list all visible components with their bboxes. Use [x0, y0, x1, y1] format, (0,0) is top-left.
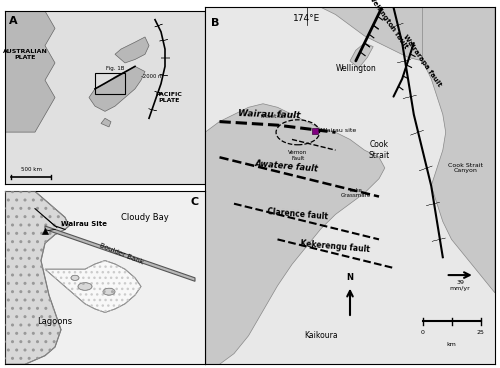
Text: Wairau site: Wairau site [321, 128, 356, 133]
Text: Cook
Strait: Cook Strait [368, 141, 390, 160]
Text: 174°E: 174°E [293, 14, 320, 22]
Polygon shape [397, 60, 411, 63]
Polygon shape [160, 74, 168, 76]
Polygon shape [426, 202, 440, 206]
Polygon shape [115, 37, 149, 63]
Polygon shape [390, 23, 404, 28]
Polygon shape [154, 91, 163, 93]
Text: 25: 25 [476, 330, 484, 335]
Text: 0: 0 [420, 330, 424, 335]
Polygon shape [45, 226, 195, 281]
Ellipse shape [78, 283, 92, 290]
Text: 500 km: 500 km [20, 167, 42, 172]
Text: km: km [446, 343, 456, 347]
Polygon shape [410, 130, 424, 135]
Polygon shape [5, 191, 69, 364]
Text: Wairau fault: Wairau fault [238, 109, 300, 120]
Polygon shape [350, 43, 373, 68]
Text: Wellington: Wellington [336, 64, 376, 72]
Text: Wairarapa fault: Wairarapa fault [402, 34, 442, 88]
Polygon shape [419, 166, 432, 171]
Text: Kekerengu fault: Kekerengu fault [300, 239, 370, 254]
Ellipse shape [103, 288, 115, 295]
Polygon shape [89, 66, 145, 112]
Text: B: B [211, 18, 219, 28]
Ellipse shape [71, 275, 79, 280]
Text: 39
mm/yr: 39 mm/yr [450, 280, 470, 291]
Polygon shape [422, 7, 495, 293]
Text: Inset C: Inset C [261, 114, 282, 119]
Text: Boulder Bank: Boulder Bank [98, 242, 144, 265]
Text: Kaikoura: Kaikoura [304, 331, 338, 340]
Polygon shape [45, 261, 141, 312]
Polygon shape [403, 95, 416, 99]
Text: C: C [191, 197, 199, 206]
Polygon shape [205, 7, 385, 364]
Text: AUSTRALIAN
PLATE: AUSTRALIAN PLATE [2, 49, 48, 60]
Polygon shape [5, 11, 55, 132]
Text: Wellington fault: Wellington fault [367, 0, 408, 50]
Text: Fig. 1B: Fig. 1B [106, 66, 124, 71]
Polygon shape [432, 238, 446, 241]
Text: PACIFIC
PLATE: PACIFIC PLATE [156, 92, 182, 103]
Polygon shape [101, 118, 111, 127]
Polygon shape [154, 24, 162, 27]
Polygon shape [148, 109, 157, 111]
Text: Cook Strait
Canyon: Cook Strait Canyon [448, 163, 484, 173]
Text: Lake
Grassmare: Lake Grassmare [340, 188, 371, 198]
Text: Clarence fault: Clarence fault [267, 207, 328, 222]
Bar [95, 73, 125, 94]
Text: Vernon
Fault: Vernon Fault [288, 150, 308, 161]
Text: Awatere fault: Awatere fault [254, 159, 318, 173]
Text: -2000 m: -2000 m [141, 74, 164, 79]
Polygon shape [321, 7, 495, 79]
Text: Cloudy Bay: Cloudy Bay [121, 213, 169, 222]
Text: N: N [346, 273, 354, 282]
Polygon shape [160, 40, 168, 41]
Text: Wairau Site: Wairau Site [48, 221, 107, 231]
Text: A: A [9, 16, 18, 26]
Text: Lagoons: Lagoons [38, 316, 72, 326]
